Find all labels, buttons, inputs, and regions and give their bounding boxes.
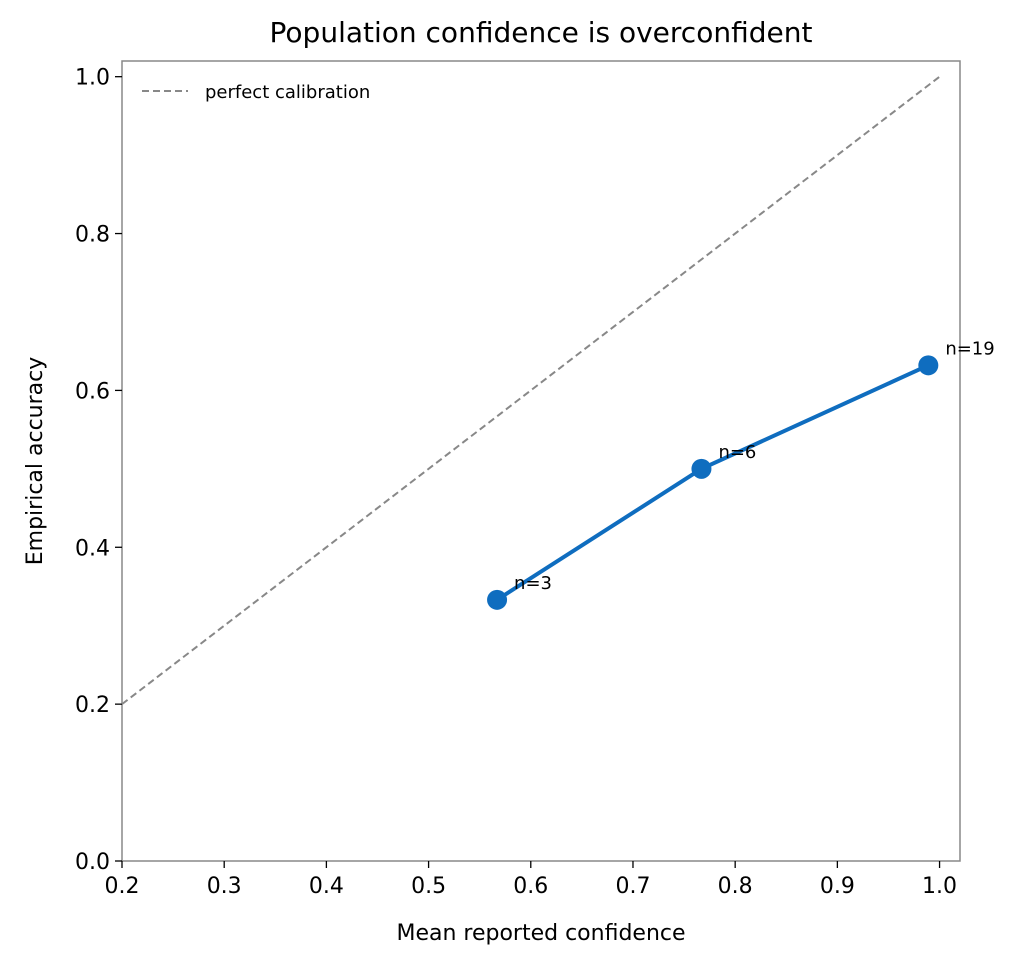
y-tick-label: 0.0 [75, 850, 110, 875]
x-tick-label: 0.5 [411, 874, 446, 899]
data-point [918, 355, 939, 376]
y-tick-label: 0.8 [75, 223, 110, 248]
series-layer: n=3 n=6 n=19 [487, 338, 995, 610]
chart-title: Population confidence is overconfident [270, 16, 813, 49]
y-axis-label: Empirical accuracy [23, 357, 48, 566]
y-tick-label: 0.2 [75, 693, 110, 718]
point-label: n=3 [514, 573, 552, 594]
series-line [495, 363, 930, 602]
legend-label: perfect calibration [205, 82, 370, 103]
y-tick-label: 0.4 [75, 536, 110, 561]
y-axis: 0.0 0.2 0.4 0.6 0.8 1.0 [75, 66, 122, 875]
x-tick-label: 0.6 [513, 874, 548, 899]
x-tick-label: 0.9 [820, 874, 855, 899]
perfect-calibration-line [121, 75, 941, 705]
point-label: n=19 [945, 338, 994, 359]
x-axis-label: Mean reported confidence [396, 921, 685, 946]
x-tick-label: 0.8 [718, 874, 753, 899]
plot-area [121, 60, 961, 862]
data-point [691, 458, 712, 479]
x-tick-label: 1.0 [922, 874, 957, 899]
y-tick-label: 0.6 [75, 379, 110, 404]
point-label: n=6 [718, 442, 756, 463]
x-tick-label: 0.4 [309, 874, 344, 899]
x-tick-label: 0.3 [207, 874, 242, 899]
y-tick-label: 1.0 [75, 66, 110, 91]
x-tick-label: 0.2 [105, 874, 140, 899]
x-tick-label: 0.7 [615, 874, 650, 899]
legend: perfect calibration [142, 82, 370, 103]
data-point [487, 589, 508, 610]
x-axis: 0.2 0.3 0.4 0.5 0.6 0.7 0.8 0.9 1.0 [105, 861, 957, 899]
